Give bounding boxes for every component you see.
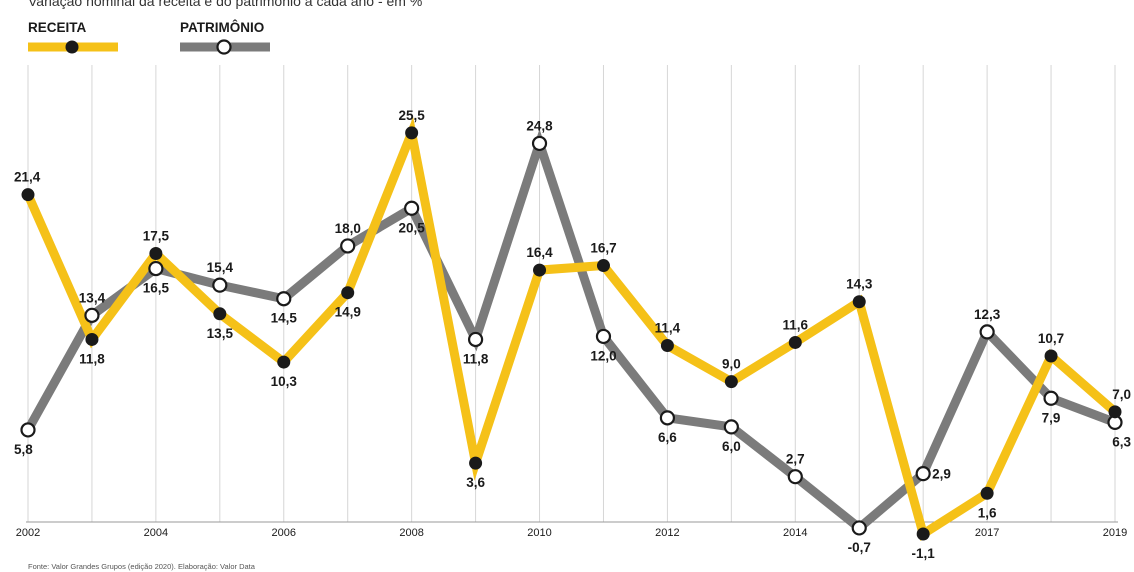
point-receita-2004 <box>149 246 163 260</box>
data-label-patrimonio-2014: 2,7 <box>786 452 805 467</box>
data-label-receita-2005: 13,5 <box>207 326 234 341</box>
point-patrimonio-2016 <box>915 466 931 482</box>
point-patrimonio-2003 <box>84 307 100 323</box>
point-receita-2010 <box>533 263 547 277</box>
data-label-receita-2010: 16,4 <box>526 245 553 260</box>
data-label-patrimonio-2003: 13,4 <box>79 290 106 305</box>
legend-label-patrimonio: PATRIMÔNIO <box>180 20 264 35</box>
point-receita-2016 <box>916 527 930 541</box>
data-label-receita-2007: 14,9 <box>335 305 361 320</box>
data-label-patrimonio-2011: 12,0 <box>590 348 616 363</box>
point-patrimonio-2015 <box>851 520 867 536</box>
data-label-patrimonio-2015: -0,7 <box>848 540 871 555</box>
data-labels-group: 21,4 11,8 17,5 13,5 10,3 14,9 25,5 3,6 16,4 16,7 1… <box>14 108 1131 561</box>
data-label-receita-2006: 10,3 <box>271 374 298 389</box>
data-label-patrimonio-2010: 24,8 <box>526 118 553 133</box>
x-tick-label-2012: 2012 <box>655 527 679 539</box>
data-label-receita-2014: 11,6 <box>783 317 809 332</box>
point-receita-2018 <box>1044 349 1058 363</box>
data-label-receita-2012: 11,4 <box>655 320 681 335</box>
data-label-receita-2002: 21,4 <box>14 170 41 185</box>
point-receita-2014 <box>788 335 802 349</box>
data-label-receita-2013: 9,0 <box>722 357 741 372</box>
grid-lines <box>27 65 1116 522</box>
data-label-receita-2016: -1,1 <box>912 546 936 561</box>
data-label-patrimonio-2005: 15,4 <box>207 260 234 275</box>
point-patrimonio-2002 <box>20 422 36 438</box>
data-label-patrimonio-2019: 6,3 <box>1112 434 1131 449</box>
x-tick-label-2010: 2010 <box>527 527 551 539</box>
data-label-patrimonio-2009: 11,8 <box>463 351 489 366</box>
point-receita-2007 <box>341 286 355 300</box>
data-label-patrimonio-2004: 16,5 <box>143 281 170 296</box>
point-patrimonio-2008 <box>404 200 420 216</box>
series-line-patrimonio <box>24 129 1117 534</box>
data-label-patrimonio-2013: 6,0 <box>722 439 741 454</box>
point-receita-2019 <box>1108 405 1122 419</box>
data-label-receita-2003: 11,8 <box>79 351 105 366</box>
point-receita-2012 <box>660 338 674 352</box>
source-note: Fonte: Valor Grandes Grupos (edição 2020… <box>28 562 256 571</box>
point-receita-2003 <box>85 332 99 346</box>
data-label-receita-2008: 25,5 <box>399 108 426 123</box>
data-label-receita-2004: 17,5 <box>143 228 170 243</box>
data-label-patrimonio-2012: 6,6 <box>658 430 677 445</box>
data-label-receita-2011: 16,7 <box>590 241 616 256</box>
point-receita-2011 <box>596 259 610 273</box>
legend-marker-patrimonio <box>216 39 232 55</box>
data-label-patrimonio-2018: 7,9 <box>1042 410 1061 425</box>
point-receita-2015 <box>852 295 866 309</box>
data-label-receita-2015: 14,3 <box>846 277 873 292</box>
point-receita-2005 <box>213 307 227 321</box>
data-label-receita-2019: 7,0 <box>1112 387 1131 402</box>
x-tick-label-2019: 2019 <box>1103 527 1127 539</box>
data-label-receita-2009: 3,6 <box>466 475 485 490</box>
point-patrimonio-2005 <box>212 277 228 293</box>
x-tick-label-2002: 2002 <box>16 527 40 539</box>
point-receita-2008 <box>405 126 419 140</box>
point-patrimonio-2013 <box>723 419 739 435</box>
point-patrimonio-2014 <box>787 469 803 485</box>
chart-subtitle: Variação nominal da receita e do patrimô… <box>28 0 423 9</box>
point-receita-2002 <box>21 188 35 202</box>
point-receita-2013 <box>724 375 738 389</box>
x-tick-label-2004: 2004 <box>144 527 168 539</box>
point-patrimonio-2007 <box>340 238 356 254</box>
point-patrimonio-2017 <box>979 324 995 340</box>
x-tick-label-2014: 2014 <box>783 527 807 539</box>
point-patrimonio-2004 <box>148 260 164 277</box>
data-label-patrimonio-2006: 14,5 <box>271 311 298 326</box>
point-patrimonio-2012 <box>659 410 676 426</box>
point-receita-2009 <box>469 456 483 470</box>
point-patrimonio-2018 <box>1043 390 1059 406</box>
point-receita-2006 <box>277 355 291 369</box>
legend: RECEITA PATRIMÔNIO <box>28 20 270 55</box>
data-label-receita-2017: 1,6 <box>978 505 997 520</box>
x-tick-label-2006: 2006 <box>272 527 296 539</box>
data-label-patrimonio-2002: 5,8 <box>14 442 33 457</box>
point-patrimonio-2006 <box>276 291 292 307</box>
point-patrimonio-2011 <box>595 328 612 345</box>
point-receita-2017 <box>980 486 994 500</box>
x-axis-ticks: 2002 2004 2006 2008 2010 2012 2014 2017 2019 <box>16 527 1127 539</box>
legend-marker-receita <box>65 40 79 54</box>
x-tick-label-2017: 2017 <box>975 527 999 539</box>
point-patrimonio-2009 <box>467 331 484 348</box>
data-label-patrimonio-2007: 18,0 <box>335 221 361 236</box>
data-label-receita-2018: 10,7 <box>1038 331 1064 346</box>
legend-label-receita: RECEITA <box>28 20 87 35</box>
point-patrimonio-2010 <box>531 135 548 152</box>
data-label-patrimonio-2008: 20,5 <box>399 220 426 235</box>
data-label-patrimonio-2016: 2,9 <box>932 467 951 482</box>
x-tick-label-2008: 2008 <box>399 527 423 539</box>
data-label-patrimonio-2017: 12,3 <box>974 307 1001 322</box>
series-line-receita <box>23 116 1118 542</box>
series-group <box>20 116 1123 542</box>
